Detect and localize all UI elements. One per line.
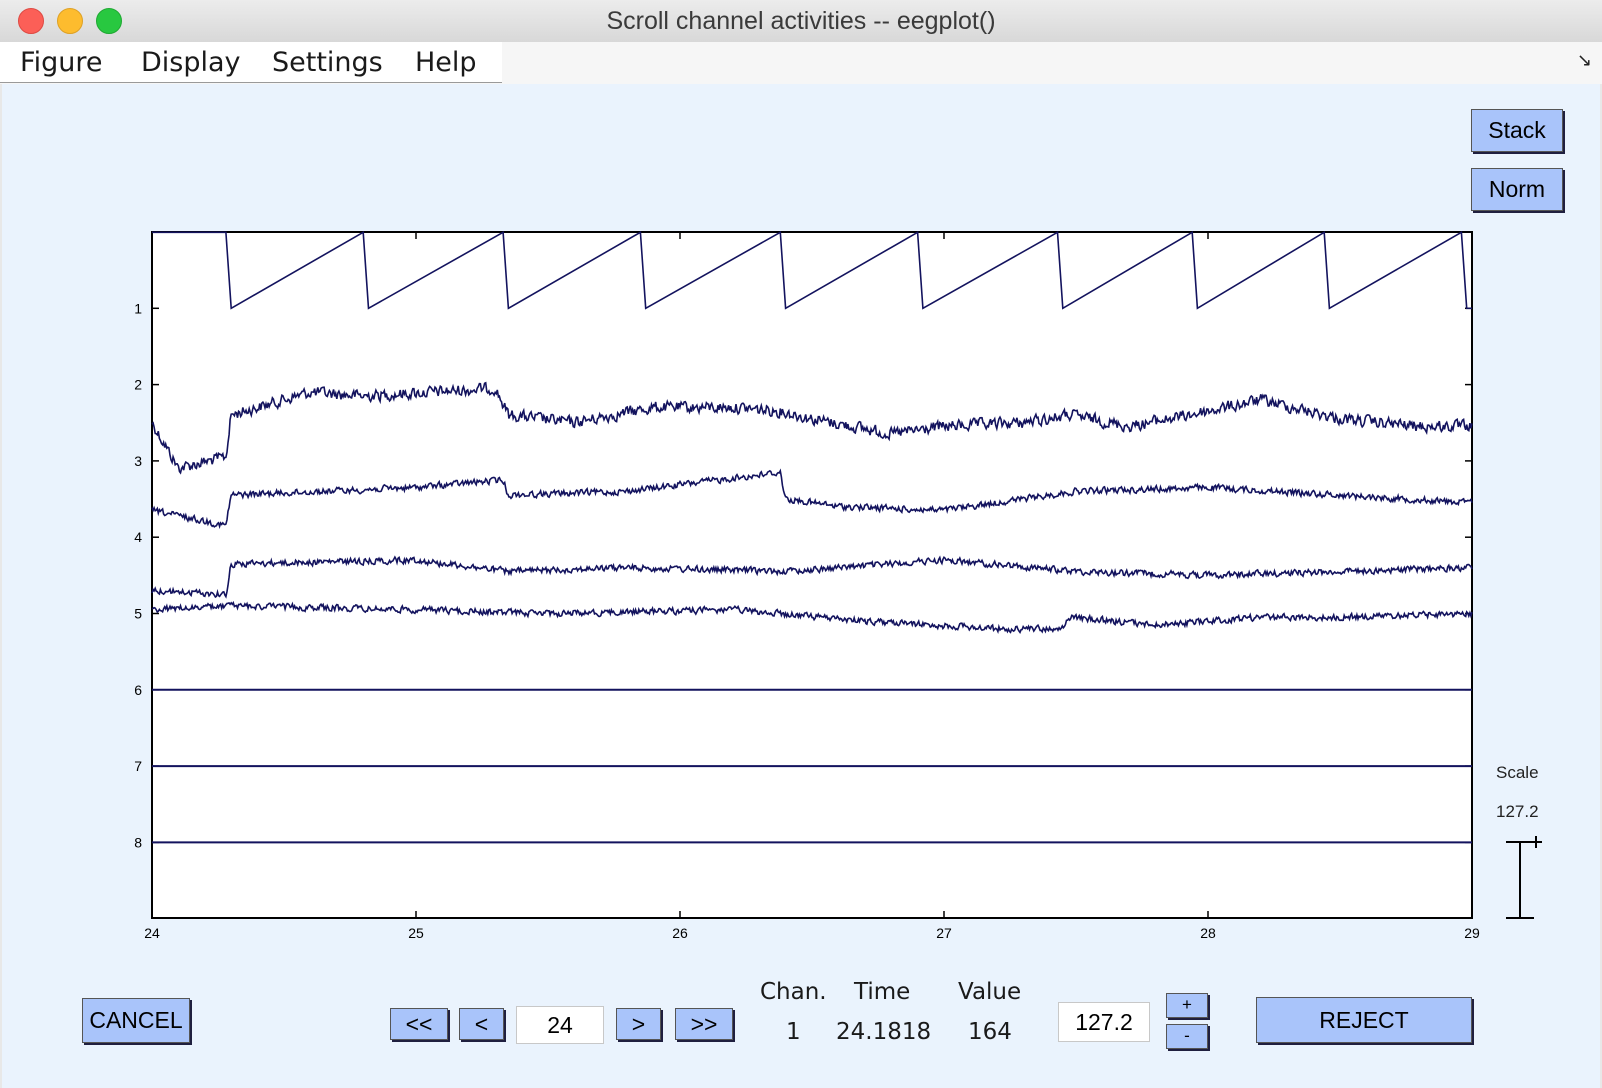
x-tick-label: 27 — [936, 925, 952, 941]
menu-help[interactable]: Help — [415, 47, 477, 78]
channel-label: 3 — [134, 453, 142, 469]
chan-label: Chan. — [760, 979, 827, 1005]
scroll-first-button[interactable]: << — [390, 1008, 448, 1040]
chan-readout: 1 — [786, 1019, 801, 1045]
menu-bar: Figure Display Settings Help ↘ — [0, 42, 1602, 84]
scale-label: Scale — [1496, 763, 1539, 782]
minimize-window-button[interactable] — [57, 8, 83, 34]
time-readout: 24.1818 — [836, 1019, 932, 1045]
x-tick-label: 25 — [408, 925, 424, 941]
menu-display[interactable]: Display — [141, 47, 241, 78]
cancel-button[interactable]: CANCEL — [82, 998, 190, 1043]
stack-button[interactable]: Stack — [1471, 109, 1563, 152]
x-tick-label: 29 — [1464, 925, 1480, 941]
title-bar: Scroll channel activities -- eegplot() — [0, 0, 1602, 43]
menu-settings[interactable]: Settings — [272, 47, 383, 78]
channel-label: 6 — [134, 682, 142, 698]
time-start-field[interactable]: 24 — [516, 1006, 604, 1044]
time-label: Time — [854, 979, 911, 1005]
reject-button[interactable]: REJECT — [1256, 997, 1472, 1043]
scale-decrease-button[interactable]: - — [1166, 1024, 1208, 1049]
eeg-plot[interactable]: 1 2 3 4 5 6 7 8 24 25 26 27 28 29 — [2, 84, 1600, 964]
scale-increase-button[interactable]: + — [1166, 993, 1208, 1018]
channel-label: 7 — [134, 758, 142, 774]
dock-arrow-icon[interactable]: ↘ — [1576, 50, 1592, 70]
x-tick-label: 28 — [1200, 925, 1216, 941]
menu-strip: Figure Display Settings Help — [0, 42, 502, 83]
value-readout: 164 — [968, 1019, 1012, 1045]
value-label: Value — [958, 979, 1022, 1005]
zoom-window-button[interactable] — [96, 8, 122, 34]
close-window-button[interactable] — [18, 8, 44, 34]
scroll-prev-button[interactable]: < — [459, 1008, 504, 1040]
x-tick-label: 24 — [144, 925, 160, 941]
scale-value-label: 127.2 — [1496, 802, 1539, 821]
scale-bar-icon — [1506, 836, 1542, 919]
window-title: Scroll channel activities -- eegplot() — [606, 7, 996, 35]
x-tick-label: 26 — [672, 925, 688, 941]
channel-3-trace — [151, 468, 1473, 530]
channel-label: 4 — [134, 529, 142, 545]
scroll-next-button[interactable]: > — [616, 1008, 661, 1040]
channel-1-trace — [152, 230, 1472, 310]
scroll-last-button[interactable]: >> — [675, 1008, 733, 1040]
channel-4-trace — [151, 555, 1473, 599]
channel-label: 8 — [134, 834, 142, 850]
channel-label: 1 — [134, 300, 142, 316]
channel-2-trace — [151, 381, 1473, 475]
norm-button[interactable]: Norm — [1471, 168, 1563, 211]
channel-label: 5 — [134, 606, 142, 622]
menu-figure[interactable]: Figure — [20, 47, 103, 78]
scale-field[interactable]: 127.2 — [1058, 1002, 1150, 1042]
channel-label: 2 — [134, 377, 142, 393]
channel-5-trace — [151, 600, 1473, 635]
figure-area: Stack Norm 1 2 3 4 5 6 7 8 24 25 26 27 28 29 Scale 12… — [2, 84, 1600, 1088]
